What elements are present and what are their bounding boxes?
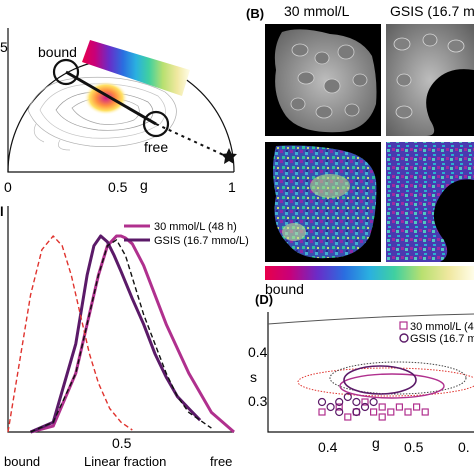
ellipse-gray-dotted <box>329 361 467 395</box>
legend-label-30mmol: 30 mmol/L (48 h) <box>154 221 237 233</box>
panel-d-x-label: g <box>372 435 380 451</box>
ellipse-magenta <box>339 373 445 399</box>
scatter-point-0-0 <box>318 408 326 416</box>
scatter-point-1-4 <box>352 397 361 407</box>
panel-d-semicircle-arc <box>267 313 474 325</box>
scatter-point-0-10 <box>421 408 429 416</box>
panel-a-phasor-plot: 5 bound free 0 0.5 g 1 <box>0 28 237 195</box>
panel-c-x-label: Linear fraction <box>84 454 166 469</box>
fraction-map-cells <box>273 145 377 259</box>
series-line-3 <box>30 239 212 433</box>
series-line-1 <box>30 234 202 434</box>
scatter-point-1-3 <box>343 392 352 402</box>
scatter-point-0-1 <box>335 403 343 411</box>
scatter-point-0-7 <box>395 403 403 411</box>
panel-d-scatter: (D) 30 mmol/L (4 GSIS (16.7 mo 0.4 s 0.3… <box>248 292 474 455</box>
ellipse-red-dotted <box>297 367 474 397</box>
free-circle-marker <box>142 110 170 138</box>
legend-marker-square <box>399 321 408 330</box>
scatter-point-0-3 <box>361 398 369 406</box>
fraction-map-cells-gsis <box>386 142 474 262</box>
phasor-x-tick-0: 0 <box>4 179 12 195</box>
scatter-point-1-5 <box>360 402 370 412</box>
panel-b-micrographs: (B) 30 mmol/L GSIS (16.7 m <box>246 3 474 297</box>
panel-c-x-tick-mid: 0.5 <box>112 435 132 451</box>
star-icon <box>221 148 237 164</box>
scatter-point-1-6 <box>369 397 378 407</box>
phasor-colormap-strip <box>82 40 190 96</box>
panel-d-y-tick-03: 0.3 <box>248 393 268 409</box>
phasor-x-tick-1: 1 <box>228 179 236 195</box>
panel-d-letter: (D) <box>255 292 273 307</box>
phasor-y-tick-top: 5 <box>0 39 8 55</box>
panel-b-col1-title: 30 mmol/L <box>284 3 350 19</box>
scatter-point-1-0 <box>317 397 327 407</box>
panel-d-y-label: s <box>250 369 257 385</box>
panel-c-plot-area <box>7 234 235 434</box>
scatter-point-0-11 <box>344 413 352 421</box>
scatter-point-1-2 <box>335 397 344 407</box>
panel-c-letter-fragment: l <box>0 204 4 219</box>
free-label: free <box>144 139 168 155</box>
scatter-point-0-8 <box>404 408 412 416</box>
series-line-0 <box>30 234 235 434</box>
colorbar-bound-label: bound <box>265 281 304 297</box>
panel-d-x-tick-04: 0.4 <box>318 439 338 455</box>
scatter-point-1-1 <box>326 402 335 412</box>
panel-d-y-tick-04: 0.4 <box>248 344 268 360</box>
panel-c-bound-label: bound <box>4 454 40 469</box>
scatter-point-0-4 <box>370 408 378 416</box>
legend-label-gsis: GSIS (16.7 mmo/L) <box>154 235 249 247</box>
panel-b-letter: (B) <box>246 6 264 21</box>
universal-semicircle <box>7 58 235 173</box>
legend-d-label-gsis: GSIS (16.7 mo <box>410 333 474 345</box>
bound-free-line <box>65 70 157 126</box>
panel-d-x-tick-05: 0.5 <box>404 439 424 455</box>
bound-circle-marker <box>52 58 80 86</box>
gray-cell-nuclei-gsis <box>393 33 465 119</box>
ellipse-purple <box>343 365 417 395</box>
panel-d-x-tick-fragment: 0. <box>458 439 470 455</box>
panel-d-frame <box>267 312 474 433</box>
scatter-point-1-7 <box>352 407 361 417</box>
legend-d-label-30mmol: 30 mmol/L (4 <box>410 321 474 333</box>
legend-marker-circle <box>399 333 409 343</box>
bound-label: bound <box>38 44 77 60</box>
series-line-2 <box>7 235 133 433</box>
panel-c-free-label: free <box>210 454 232 469</box>
fraction-map-highlight-2 <box>282 223 306 241</box>
scatter-point-0-9 <box>413 403 421 411</box>
phasor-x-label: g <box>140 177 148 193</box>
scatter-point-0-12 <box>378 413 386 421</box>
gray-cell-nuclei <box>290 43 368 119</box>
panel-d-points <box>317 392 429 421</box>
panel-c-distributions: l 30 mmol/L (48 h) GSIS (16.7 mmo/L) 0.5… <box>0 204 249 469</box>
scatter-point-1-8 <box>335 407 344 417</box>
panel-b-col2-title: GSIS (16.7 m <box>390 3 474 19</box>
scatter-point-0-5 <box>378 403 386 411</box>
phasor-x-tick-05: 0.5 <box>108 179 128 195</box>
fraction-map-highlight <box>310 174 350 198</box>
scatter-point-0-6 <box>387 408 395 416</box>
fraction-colorbar <box>265 266 474 280</box>
